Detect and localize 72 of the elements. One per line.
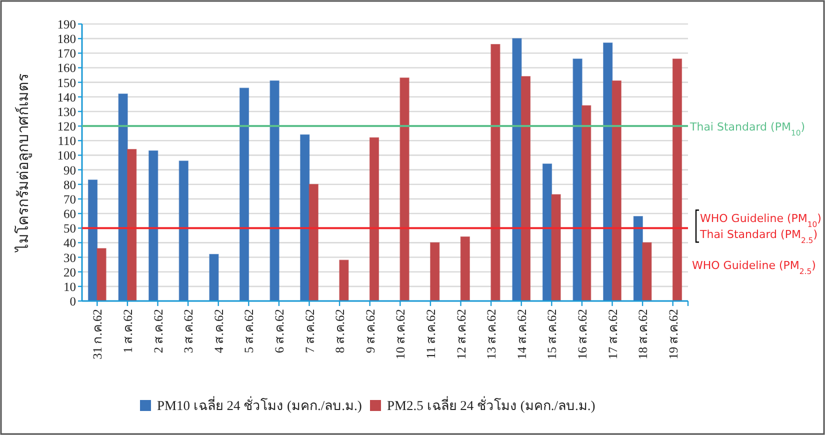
x-tick-label: 12 ส.ค.62 bbox=[454, 309, 468, 360]
bar bbox=[490, 44, 500, 302]
y-tick-label: 40 bbox=[64, 236, 76, 250]
y-tick-label: 170 bbox=[57, 46, 76, 61]
bar bbox=[127, 148, 137, 302]
bar bbox=[300, 134, 310, 302]
x-tick-label: 6 ส.ค.62 bbox=[272, 309, 286, 354]
bar bbox=[148, 150, 158, 302]
y-tick-label: 60 bbox=[64, 207, 76, 222]
legend-label: PM10 เฉลี่ย 24 ชั่วโมง (มคก./ลบ.ม.) bbox=[157, 396, 362, 413]
x-tick-label: 15 ส.ค.62 bbox=[545, 309, 560, 360]
bar bbox=[339, 260, 349, 302]
x-tick-label: 5 ส.ค.62 bbox=[242, 309, 256, 354]
x-tick-label: 18 ส.ค.62 bbox=[636, 309, 650, 360]
bar bbox=[209, 254, 219, 302]
bar bbox=[603, 42, 613, 302]
x-tick-label: 8 ส.ค.62 bbox=[333, 309, 348, 354]
legend-label: PM2.5 เฉลี่ย 24 ชั่วโมง (มคก./ลบ.ม.) bbox=[387, 396, 596, 413]
y-tick-label: 30 bbox=[64, 250, 76, 265]
x-tick-label: 3 ส.ค.62 bbox=[182, 309, 196, 354]
bar bbox=[512, 38, 522, 302]
bar bbox=[542, 164, 552, 302]
bar bbox=[308, 184, 318, 302]
y-tick-label: 80 bbox=[64, 178, 76, 192]
bar bbox=[582, 105, 592, 302]
x-tick-label: 14 ส.ค.62 bbox=[514, 309, 529, 360]
bar bbox=[520, 76, 531, 302]
bar bbox=[239, 88, 250, 302]
bar bbox=[270, 80, 280, 302]
bar bbox=[642, 242, 652, 302]
bar bbox=[672, 58, 682, 302]
y-tick-label: 110 bbox=[58, 134, 76, 148]
y-tick-label: 70 bbox=[64, 192, 76, 206]
x-tick-label: 7 ส.ค.62 bbox=[302, 309, 317, 354]
y-tick-label: 100 bbox=[57, 148, 76, 163]
y-axis-title: ไมโครกรัมต่อลูกบาศก์เมตร bbox=[14, 74, 32, 252]
y-tick-label: 160 bbox=[57, 61, 76, 76]
x-tick-label: 9 ส.ค.62 bbox=[363, 309, 378, 354]
y-tick-label: 180 bbox=[57, 32, 76, 46]
x-tick-label: 1 ส.ค.62 bbox=[120, 309, 135, 354]
y-tick-label: 90 bbox=[64, 163, 76, 178]
x-tick-label: 31 ก.ค.62 bbox=[90, 309, 105, 360]
y-tick-label: 10 bbox=[64, 280, 76, 294]
ref-line-label: WHO Guideline (PM$_{10}$) bbox=[700, 212, 822, 229]
bar bbox=[178, 160, 188, 302]
y-tick-label: 130 bbox=[57, 104, 76, 119]
x-tick-label: 11 ส.ค.62 bbox=[424, 309, 438, 359]
bar bbox=[612, 80, 622, 302]
bar bbox=[400, 78, 410, 302]
y-tick-label: 20 bbox=[64, 265, 76, 280]
x-tick-label: 16 ส.ค.62 bbox=[575, 309, 590, 360]
x-tick-label: 19 ส.ค.62 bbox=[666, 309, 680, 360]
bar bbox=[430, 242, 440, 302]
y-tick-label: 120 bbox=[57, 120, 76, 134]
y-tick-label: 190 bbox=[57, 18, 76, 32]
text: WHO Guideline (PM$_{2.5}$) bbox=[692, 259, 816, 276]
bar bbox=[96, 248, 106, 302]
x-tick-label: 2 ส.ค.62 bbox=[151, 309, 166, 354]
y-tick-label: 50 bbox=[64, 222, 76, 236]
x-tick-label: 13 ส.ค.62 bbox=[484, 309, 499, 360]
x-tick-label: 4 ส.ค.62 bbox=[212, 309, 226, 354]
y-tick-label: 140 bbox=[57, 90, 76, 104]
text: Thai Standard (PM$_{2.5}$) bbox=[699, 228, 818, 245]
bar bbox=[460, 236, 470, 302]
bar bbox=[88, 180, 98, 302]
ref-line-label: Thai Standard (PM$_{10}$) bbox=[689, 120, 806, 138]
y-tick-label: 0 bbox=[70, 294, 76, 308]
bar bbox=[369, 137, 380, 302]
x-tick-label: 17 ส.ค.62 bbox=[606, 309, 620, 360]
bar bbox=[551, 194, 561, 302]
x-tick-label: 10 ส.ค.62 bbox=[394, 309, 408, 360]
y-tick-label: 150 bbox=[57, 76, 76, 90]
